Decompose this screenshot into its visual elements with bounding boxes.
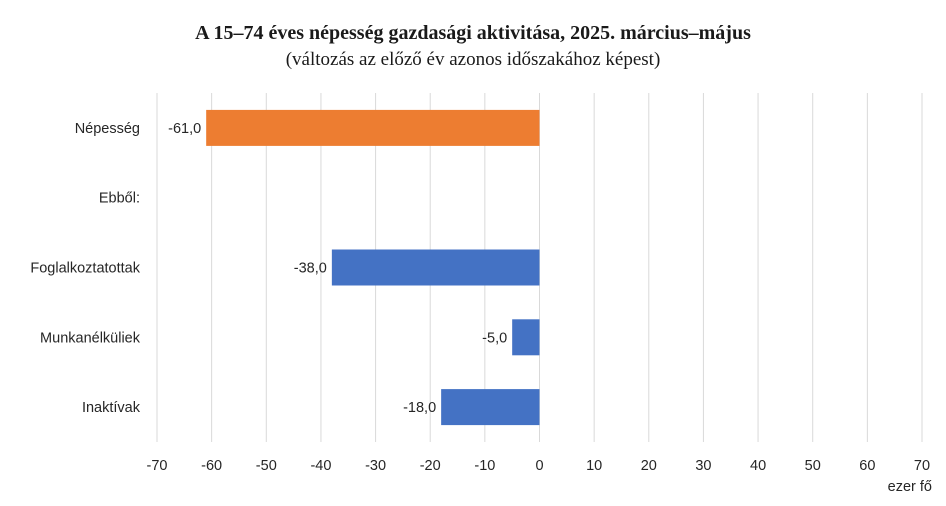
data-labels: -61,0 -38,0 -5,0 -18,0	[168, 121, 507, 416]
x-tick-label: 60	[859, 458, 875, 474]
category-label: Foglalkoztatottak	[30, 261, 140, 277]
bars	[206, 109, 540, 426]
x-tick-label: 0	[535, 458, 543, 474]
x-tick-label: 70	[914, 458, 930, 474]
data-label: -61,0	[168, 121, 201, 137]
x-tick-label: 40	[750, 458, 766, 474]
x-tick-label: 10	[586, 458, 602, 474]
x-tick-label: -20	[420, 458, 441, 474]
x-tick-label: -70	[147, 458, 168, 474]
category-label: Népesség	[75, 121, 140, 137]
x-tick-label: 30	[695, 458, 711, 474]
x-tick-label: 20	[641, 458, 657, 474]
category-label: Munkanélküliek	[40, 330, 141, 346]
x-unit-label: ezer fő	[887, 479, 932, 495]
category-label: Inaktívak	[82, 400, 141, 416]
data-label: -5,0	[482, 330, 507, 346]
data-label: -38,0	[294, 261, 327, 277]
bar	[441, 389, 540, 426]
data-label: -18,0	[403, 400, 436, 416]
bar	[206, 109, 540, 146]
bar	[512, 319, 540, 356]
category-label: Ebből:	[99, 191, 140, 207]
x-tick-label: -30	[365, 458, 386, 474]
x-tick-label: 50	[805, 458, 821, 474]
chart-title: A 15–74 éves népesség gazdasági aktivitá…	[195, 22, 751, 44]
chart-subtitle: (változás az előző év azonos időszakához…	[285, 49, 661, 70]
x-tick-label: -40	[310, 458, 331, 474]
x-tick-labels: -70 -60 -50 -40 -30 -20 -10 0 10 20 30 40 50 60 70	[147, 458, 931, 474]
x-tick-label: -50	[256, 458, 277, 474]
gridlines	[156, 93, 923, 442]
bar	[331, 249, 540, 286]
x-tick-label: -60	[201, 458, 222, 474]
x-tick-label: -10	[474, 458, 495, 474]
category-labels: Népesség Ebből: Foglalkoztatottak Munkanélk…	[30, 121, 140, 416]
